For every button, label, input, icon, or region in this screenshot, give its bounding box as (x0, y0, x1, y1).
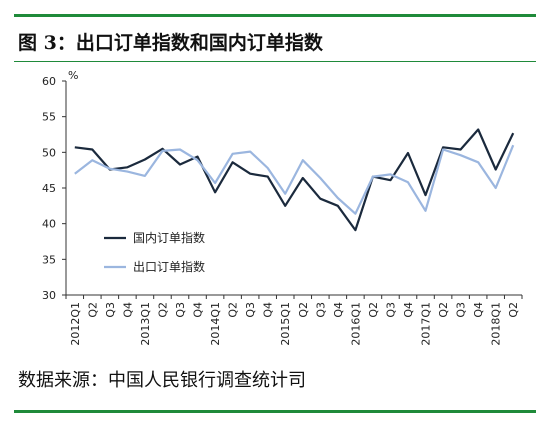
x-tick-label: 2018Q1 (490, 302, 503, 346)
x-tick-label: Q2 (507, 302, 520, 318)
x-tick-label: 2013Q1 (139, 302, 152, 346)
y-tick-label: 35 (42, 253, 56, 266)
y-tick-label: 50 (42, 146, 56, 159)
x-tick-label: Q4 (402, 302, 415, 318)
source-note: 数据来源：中国人民银行调查统计司 (18, 370, 306, 391)
series-line-export (74, 144, 515, 215)
axes (62, 80, 523, 299)
y-tick-label: 60 (42, 75, 56, 88)
y-tick-label: 30 (42, 289, 56, 302)
x-tick-label: 2017Q1 (420, 302, 433, 346)
x-tick-label: Q2 (156, 302, 169, 318)
x-tick-label: Q3 (104, 302, 117, 318)
x-tick-label: 2014Q1 (209, 302, 222, 346)
x-tick-label: Q4 (192, 302, 205, 318)
x-tick-label: Q3 (314, 302, 327, 318)
x-tick-label: Q2 (367, 302, 380, 318)
chart-title: 图 3：出口订单指数和国内订单指数 (18, 32, 323, 54)
x-tick-label: 2012Q1 (69, 302, 82, 346)
x-tick-label: Q4 (332, 302, 345, 318)
title-rule (14, 61, 536, 62)
y-tick-label: 55 (42, 111, 56, 124)
series-line-domestic (74, 128, 515, 232)
top-rule (14, 14, 536, 17)
x-tick-label: Q3 (384, 302, 397, 318)
x-tick-label: Q3 (174, 302, 187, 318)
x-tick-label: Q2 (437, 302, 450, 318)
y-axis-unit: % (68, 69, 78, 82)
bottom-rule (14, 410, 536, 413)
y-tick-label: 40 (42, 218, 56, 231)
x-tick-label: Q3 (455, 302, 468, 318)
legend-label: 出口订单指数 (133, 259, 205, 274)
x-tick-label: Q2 (297, 302, 310, 318)
series-lines (74, 128, 515, 232)
legend-label: 国内订单指数 (133, 230, 205, 245)
x-tick-label: 2015Q1 (279, 302, 292, 346)
x-tick-label: Q2 (227, 302, 240, 318)
x-tick-label: Q2 (86, 302, 99, 318)
x-tick-label: Q4 (472, 302, 485, 318)
y-tick-label: 45 (42, 182, 56, 195)
x-tick-label: 2016Q1 (349, 302, 362, 346)
x-tick-label: Q4 (262, 302, 275, 318)
x-tick-label: Q4 (121, 302, 134, 318)
x-tick-label: Q3 (244, 302, 257, 318)
